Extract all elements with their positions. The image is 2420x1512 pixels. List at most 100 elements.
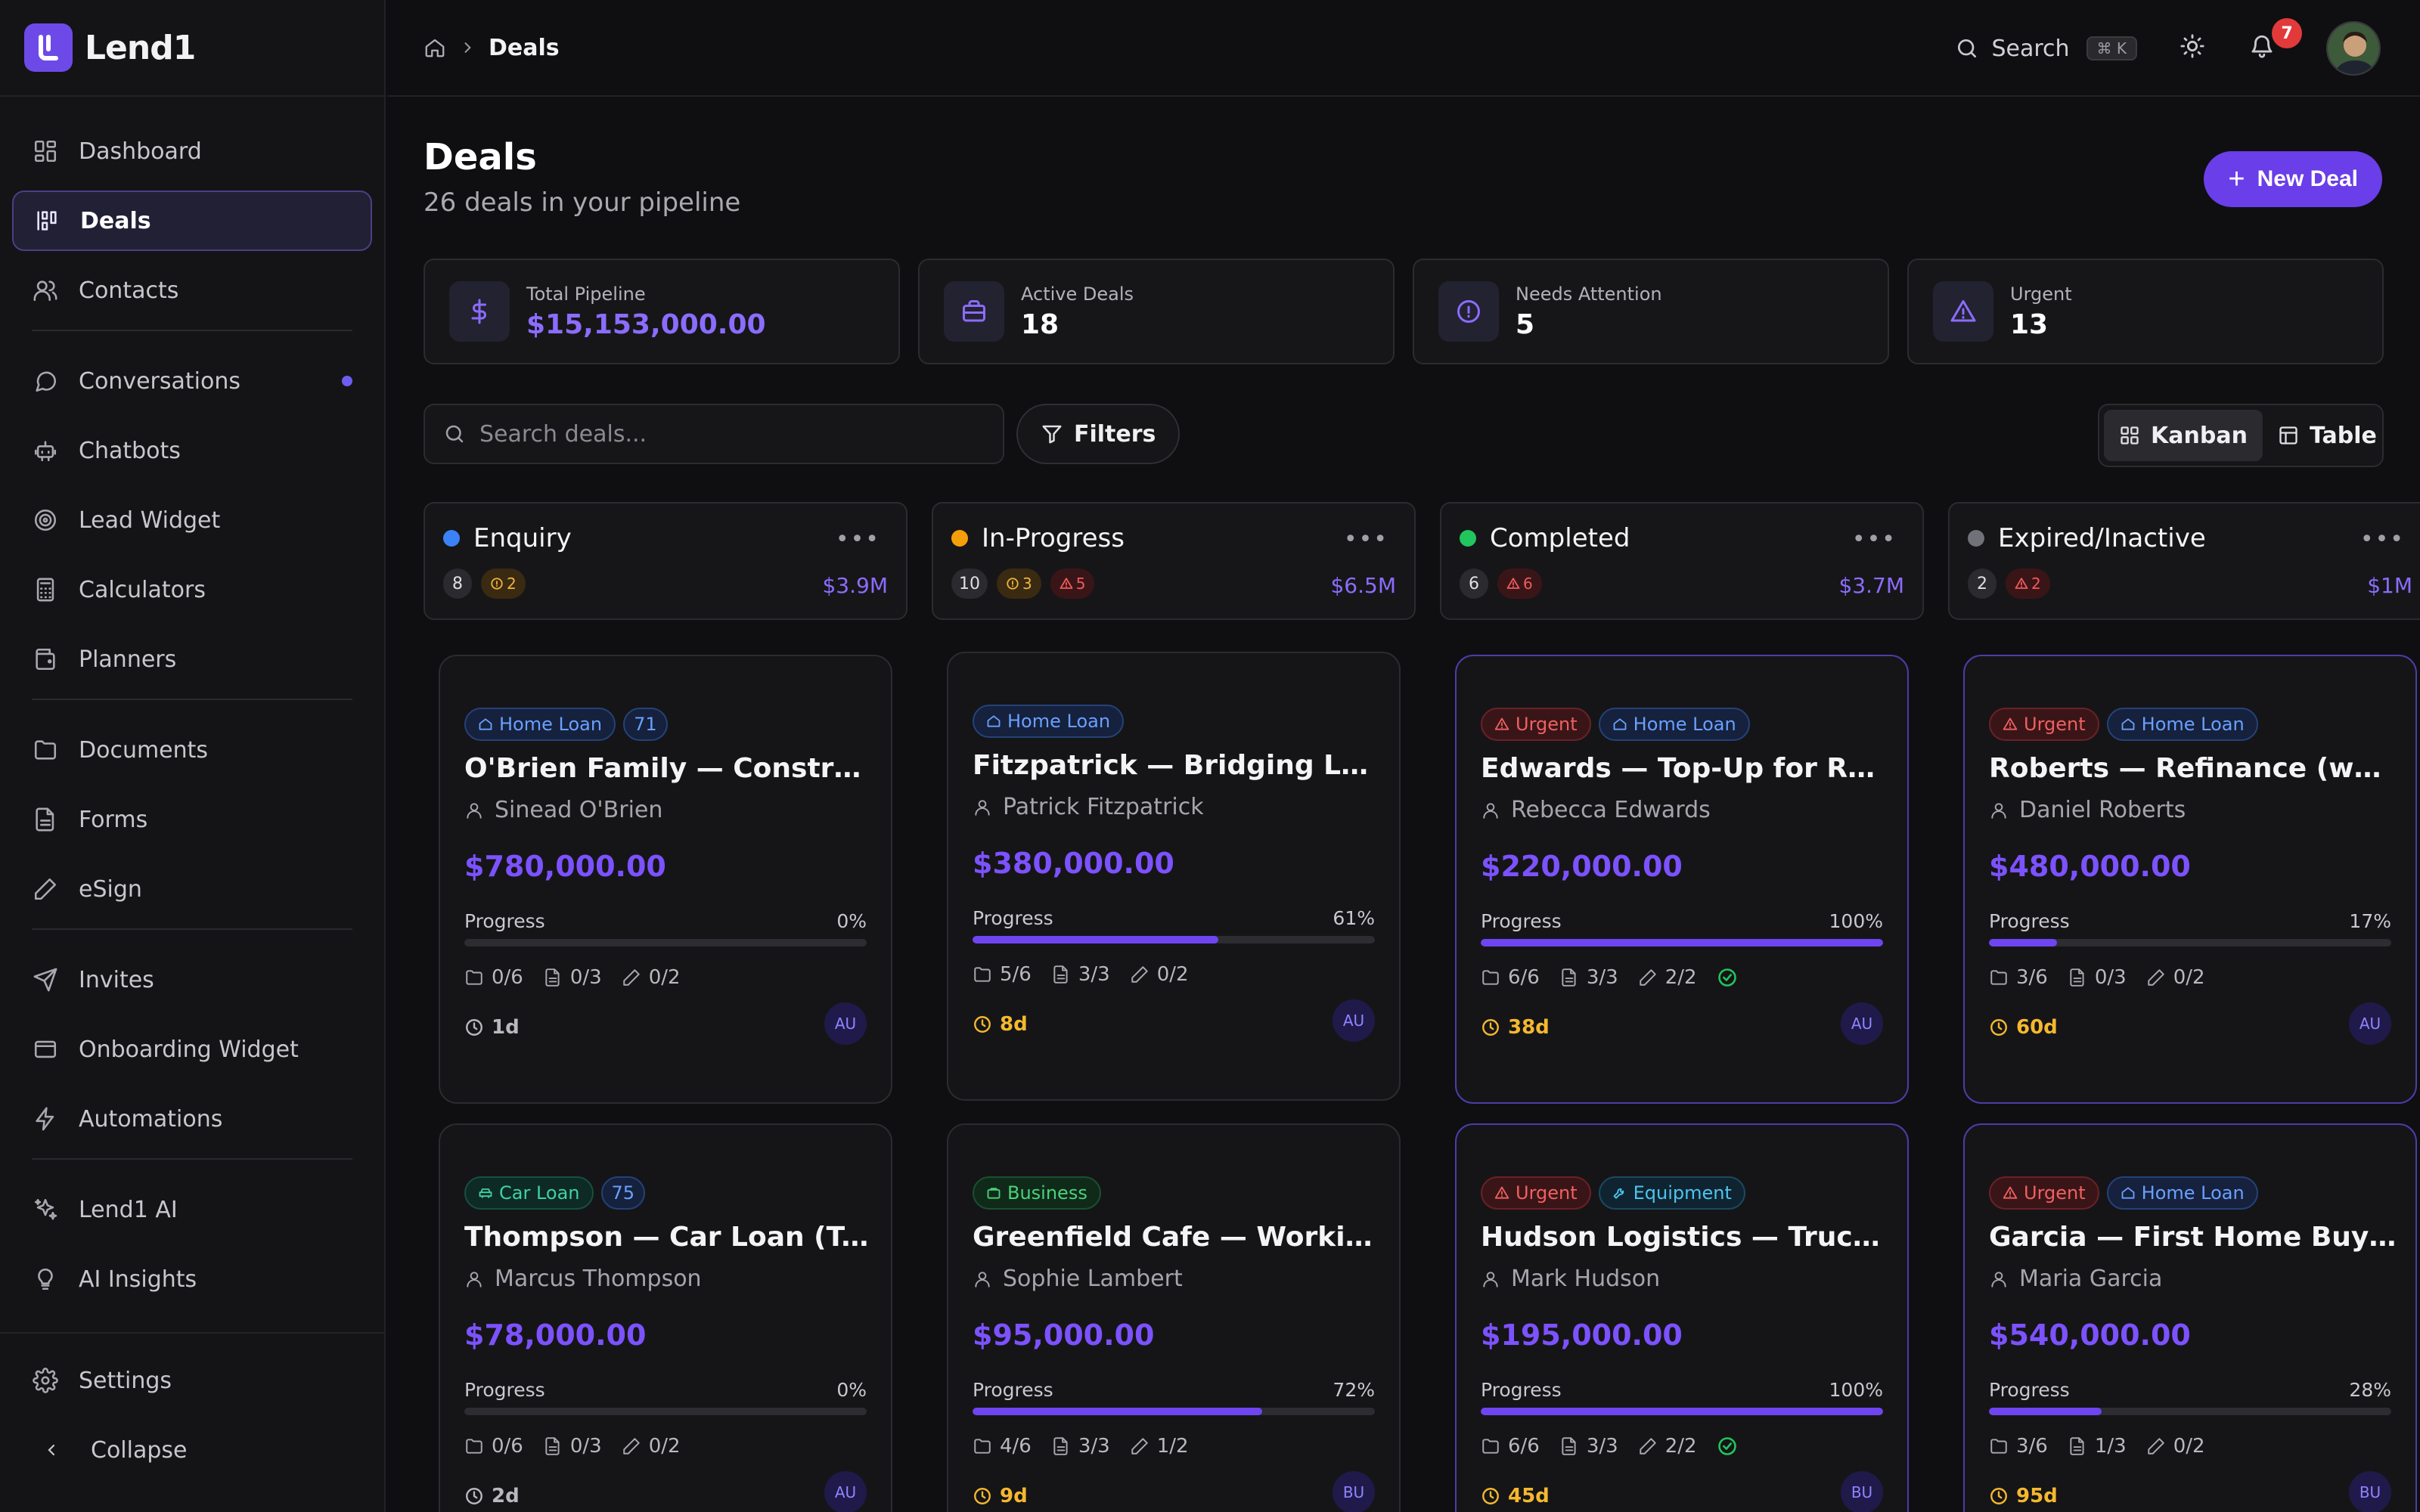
progress-value: 72%: [1333, 1379, 1375, 1401]
checklist-count: 0/6: [464, 1435, 523, 1458]
file-text-icon: [1559, 1436, 1579, 1456]
sidebar-item-esign[interactable]: eSign: [12, 859, 372, 919]
deal-tag: Urgent: [1989, 708, 2099, 741]
sidebar-item-forms[interactable]: Forms: [12, 789, 372, 850]
owner-avatar[interactable]: AU: [1333, 999, 1375, 1042]
clock-icon: [464, 1486, 484, 1506]
sidebar-item-deals[interactable]: Deals: [12, 191, 372, 251]
sidebar-item-settings[interactable]: Settings: [12, 1350, 372, 1411]
column-title: Completed: [1460, 523, 1630, 553]
column-more-button[interactable]: •••: [2360, 526, 2405, 553]
owner-avatar[interactable]: BU: [1841, 1471, 1883, 1512]
sidebar-item-onboarding-widget[interactable]: Onboarding Widget: [12, 1019, 372, 1080]
sidebar-item-automations[interactable]: Automations: [12, 1089, 372, 1149]
search-label: Search: [1991, 35, 2070, 62]
target-icon: [32, 507, 59, 534]
column-more-button[interactable]: •••: [1343, 526, 1388, 553]
checklist-count-value: 0/2: [1156, 963, 1189, 986]
sidebar-item-label: Planners: [79, 646, 177, 673]
progress-bar-fill: [1989, 939, 2058, 947]
home-icon: [478, 717, 493, 732]
deal-title: Garcia — First Home Buyer (dec...: [1989, 1222, 2397, 1253]
wallet-icon: [32, 646, 59, 673]
column-color-dot: [1968, 530, 1984, 547]
column-more-button[interactable]: •••: [835, 526, 880, 553]
pen-icon: [622, 1436, 641, 1456]
sidebar-item-ai-insights[interactable]: AI Insights: [12, 1249, 372, 1309]
brand[interactable]: Lend1: [0, 0, 384, 97]
column-more-button[interactable]: •••: [1851, 526, 1897, 553]
progress-value: 28%: [2349, 1379, 2391, 1401]
deal-card[interactable]: Urgent Equipment Hudson Logistics — Truck…: [1455, 1123, 1909, 1512]
deal-card[interactable]: Car Loan 75 Thompson — Car Loan (Tesla M.…: [439, 1123, 892, 1512]
warning-triangle-icon: [2003, 1185, 2018, 1201]
warning-triangle-icon: [1494, 1185, 1509, 1201]
page-subtitle: 26 deals in your pipeline: [424, 187, 741, 218]
stat-needs-attention: Needs Attention 5: [1413, 259, 1889, 364]
deal-amount: $540,000.00: [1989, 1318, 2191, 1352]
sidebar-item-conversations[interactable]: Conversations: [12, 351, 372, 411]
owner-avatar[interactable]: BU: [1333, 1471, 1375, 1512]
sidebar-item-lead-widget[interactable]: Lead Widget: [12, 490, 372, 550]
checklist-count: 5/6: [973, 963, 1032, 986]
new-deal-button[interactable]: + New Deal: [2204, 151, 2382, 207]
deal-card[interactable]: Business Greenfield Cafe — Working Cap..…: [947, 1123, 1401, 1512]
table-view-button[interactable]: Table: [2263, 410, 2392, 461]
page-title: Deals: [424, 136, 537, 178]
owner-avatar[interactable]: AU: [2349, 1002, 2391, 1045]
robot-icon: [32, 437, 59, 464]
column-title-text: Expired/Inactive: [1998, 523, 2206, 553]
progress-bar: [1481, 1408, 1883, 1415]
sidebar-item-label: Calculators: [79, 576, 206, 603]
owner-avatar[interactable]: AU: [824, 1002, 867, 1045]
sidebar-item-dashboard[interactable]: Dashboard: [12, 121, 372, 181]
sparkles-icon: [32, 1196, 59, 1223]
sidebar-item-chatbots[interactable]: Chatbots: [12, 420, 372, 481]
owner-avatar[interactable]: AU: [1841, 1002, 1883, 1045]
deal-search-input[interactable]: [479, 420, 963, 448]
deal-card[interactable]: Home Loan 71 O'Brien Family — Constructio…: [439, 655, 892, 1104]
checklist-count: 3/3: [1051, 1435, 1110, 1458]
sidebar-item-calculators[interactable]: Calculators: [12, 559, 372, 620]
topbar: Deals Search ⌘ K 7: [387, 0, 2420, 97]
checklist-count-value: 5/6: [1000, 963, 1032, 986]
collapse-sidebar-button[interactable]: Collapse: [12, 1420, 372, 1480]
deal-amount: $780,000.00: [464, 850, 666, 883]
sidebar-item-documents[interactable]: Documents: [12, 720, 372, 780]
filters-button[interactable]: Filters: [1016, 404, 1181, 464]
deal-count: 8: [443, 569, 472, 599]
kanban-view-button[interactable]: Kanban: [2104, 410, 2263, 461]
deal-card[interactable]: Urgent Home Loan Garcia — First Home Buye…: [1963, 1123, 2417, 1512]
deal-card[interactable]: Home Loan Fitzpatrick — Bridging Loan Pa…: [947, 652, 1401, 1101]
sidebar-item-label: Automations: [79, 1105, 223, 1132]
global-search-button[interactable]: Search ⌘ K: [1955, 36, 2137, 62]
owner-avatar[interactable]: BU: [2349, 1471, 2391, 1512]
sidebar-item-lend1-ai[interactable]: Lend1 AI: [12, 1179, 372, 1240]
deal-tag-label: Urgent: [2024, 714, 2086, 735]
sidebar-item-label: Lend1 AI: [79, 1196, 178, 1223]
days-in-stage: 45d: [1481, 1485, 1550, 1507]
sidebar-item-invites[interactable]: Invites: [12, 950, 372, 1010]
checklist-count: 0/2: [2146, 966, 2205, 989]
deal-card[interactable]: Urgent Home Loan Edwards — Top-Up for Ren…: [1455, 655, 1909, 1104]
pen-icon: [32, 875, 59, 903]
deal-card[interactable]: Urgent Home Loan Roberts — Refinance (wen…: [1963, 655, 2417, 1104]
search-shortcut: ⌘ K: [2086, 36, 2137, 60]
sidebar-item-contacts[interactable]: Contacts: [12, 260, 372, 321]
notifications-button[interactable]: 7: [2249, 18, 2302, 64]
user-avatar[interactable]: [2326, 21, 2381, 76]
sidebar-item-planners[interactable]: Planners: [12, 629, 372, 689]
stat-value: 13: [2010, 308, 2049, 340]
home-icon[interactable]: [424, 36, 446, 59]
theme-toggle-button[interactable]: [2180, 33, 2210, 64]
checklist-counts: 0/6 0/3 0/2: [464, 966, 700, 989]
checklist-counts: 6/6 3/3 2/2: [1481, 1435, 1738, 1458]
deal-tags: Home Loan 71: [464, 708, 668, 741]
owner-avatar[interactable]: AU: [824, 1471, 867, 1512]
pen-icon: [2146, 1436, 2166, 1456]
kanban-icon: [33, 207, 60, 234]
deal-contact-name: Rebecca Edwards: [1511, 797, 1711, 823]
home-icon: [2121, 1185, 2136, 1201]
